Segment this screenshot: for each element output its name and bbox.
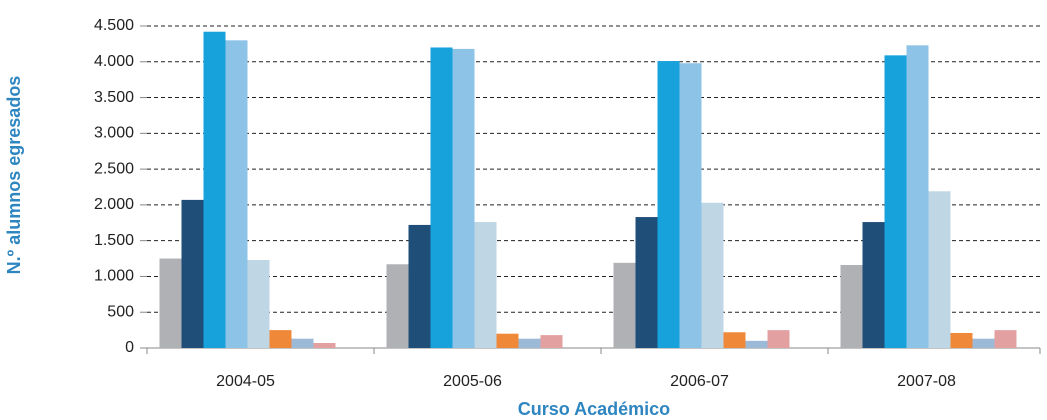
bar — [181, 199, 204, 348]
y-tick-label: 500 — [107, 303, 134, 320]
bar — [496, 333, 519, 348]
x-axis-title: Curso Académico — [518, 399, 670, 419]
bar — [540, 335, 563, 348]
bar — [386, 264, 409, 348]
bar — [291, 338, 314, 348]
bar — [994, 330, 1017, 348]
y-axis-title: N.º alumnos egresados — [4, 76, 24, 275]
bar — [884, 55, 907, 349]
y-tick-label: 4.000 — [94, 53, 134, 70]
x-tick-label: 2007-08 — [897, 373, 956, 390]
bar — [225, 40, 248, 349]
bar — [203, 31, 226, 348]
bar — [679, 63, 702, 348]
bar — [518, 338, 541, 348]
y-tick-label: 1.000 — [94, 268, 134, 285]
y-tick-label: 2.000 — [94, 196, 134, 213]
bar — [408, 224, 431, 348]
bar — [862, 222, 885, 348]
bar — [972, 338, 995, 348]
bar — [159, 258, 182, 348]
bar — [767, 330, 790, 348]
bar — [452, 48, 475, 349]
y-tick-label: 4.500 — [94, 17, 134, 34]
bar — [906, 45, 929, 348]
bar — [613, 262, 636, 348]
bar — [950, 332, 973, 348]
bar — [269, 330, 292, 348]
bar — [745, 340, 768, 348]
bar — [723, 332, 746, 348]
y-tick-label: 1.500 — [94, 232, 134, 249]
x-tick-label: 2004-05 — [216, 373, 275, 390]
bar — [657, 61, 680, 348]
y-tick-label: 0 — [125, 339, 134, 356]
bar — [840, 264, 863, 348]
bar — [247, 259, 270, 348]
bar — [430, 47, 453, 348]
x-tick-label: 2005-06 — [443, 373, 502, 390]
y-tick-label: 2.500 — [94, 160, 134, 177]
bar — [635, 217, 658, 348]
x-tick-label: 2006-07 — [670, 373, 729, 390]
y-tick-label: 3.500 — [94, 89, 134, 106]
bar — [928, 191, 951, 348]
y-tick-label: 3.000 — [94, 125, 134, 142]
bar — [313, 342, 336, 348]
bar — [701, 202, 724, 348]
bar — [474, 222, 497, 348]
